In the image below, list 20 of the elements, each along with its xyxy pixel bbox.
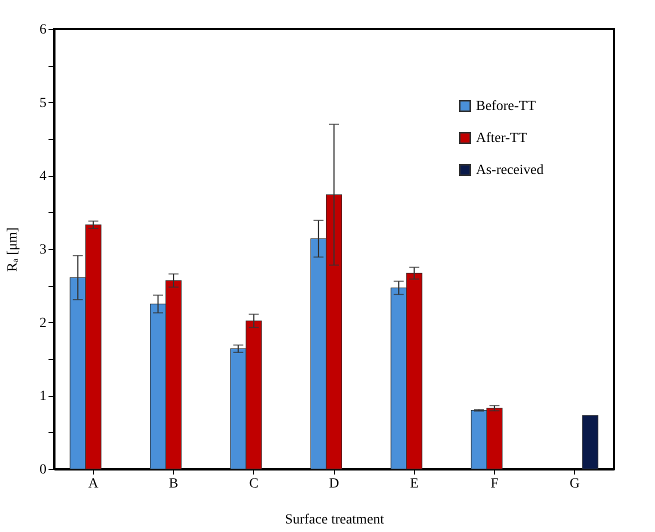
legend-label: Before-TT: [476, 99, 536, 114]
y-tick-label: 4: [40, 169, 46, 184]
x-tick-label: E: [410, 476, 419, 492]
x-tick-label: D: [328, 476, 340, 492]
y-tick-label: 5: [40, 96, 46, 111]
x-tick-label: A: [88, 476, 100, 492]
bar: [582, 415, 598, 470]
y-tick-label: 1: [40, 389, 46, 404]
legend-label: After-TT: [476, 131, 528, 146]
y-tick-label: 3: [40, 242, 46, 258]
x-tick-label: G: [570, 476, 580, 492]
x-tick-label: B: [168, 476, 178, 492]
x-axis-title: Surface treatment: [284, 512, 384, 528]
y-tick-label: 0: [40, 462, 46, 478]
y-tick-label: 2: [40, 316, 46, 331]
x-tick-label: C: [249, 476, 258, 492]
legend-label: As-received: [476, 163, 544, 178]
x-tick-label: F: [490, 476, 499, 492]
y-axis-title: Rₐ [μm]: [6, 227, 20, 272]
y-tick-label: 6: [40, 22, 46, 38]
